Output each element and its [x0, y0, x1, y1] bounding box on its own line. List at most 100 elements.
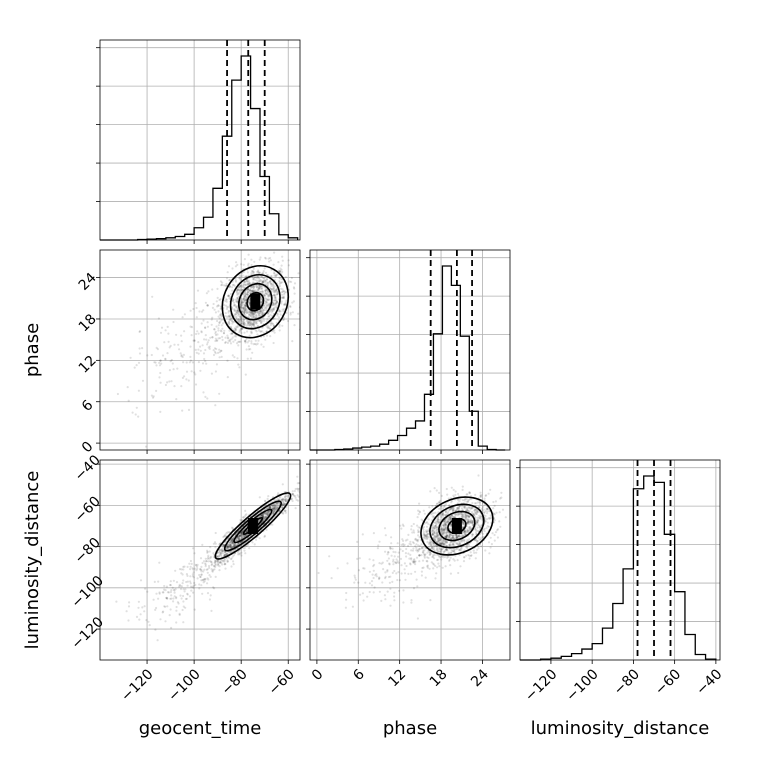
sample-point — [267, 326, 270, 329]
sample-point — [199, 369, 202, 372]
sample-point — [180, 354, 183, 357]
sample-point — [409, 543, 413, 546]
sample-point — [444, 527, 447, 531]
sample-point — [252, 272, 255, 275]
sample-point — [435, 522, 438, 525]
sample-point — [276, 290, 279, 294]
sample-point — [218, 561, 222, 564]
sample-point — [463, 515, 466, 518]
sample-point — [257, 312, 260, 315]
sample-point — [167, 332, 170, 335]
sample-point — [242, 301, 245, 304]
sample-point — [267, 257, 270, 260]
histogram-step-luminosity_distance — [520, 475, 717, 661]
sample-point — [265, 289, 268, 292]
sample-point — [212, 349, 215, 352]
sample-point — [289, 305, 292, 309]
sample-point — [211, 316, 214, 319]
sample-point — [466, 529, 469, 532]
sample-point — [439, 499, 442, 502]
sample-point — [456, 506, 459, 509]
sample-point — [261, 287, 264, 290]
sample-point — [218, 337, 222, 340]
sample-point — [281, 498, 284, 501]
sample-point — [200, 322, 203, 325]
sample-point — [248, 290, 251, 293]
sample-point — [230, 546, 233, 549]
sample-point — [267, 298, 270, 301]
sample-point — [218, 317, 221, 320]
sample-point — [448, 535, 451, 538]
sample-point — [275, 505, 278, 508]
sample-point — [201, 561, 204, 565]
sample-point — [217, 315, 220, 318]
sample-point — [244, 341, 247, 344]
sample-point — [223, 553, 227, 557]
sample-points — [116, 251, 300, 448]
sample-point — [491, 532, 494, 535]
sample-point — [275, 301, 278, 304]
sample-point — [478, 506, 481, 509]
sample-point — [424, 553, 427, 556]
sample-point — [467, 544, 471, 547]
sample-point — [203, 568, 206, 571]
sample-point — [240, 519, 243, 522]
sample-point — [256, 270, 259, 273]
sample-point — [438, 542, 442, 545]
sample-point — [209, 555, 212, 558]
sample-point — [259, 287, 262, 290]
sample-point — [250, 311, 253, 314]
sample-point — [241, 307, 245, 310]
sample-point — [443, 520, 446, 523]
sample-point — [444, 523, 447, 527]
sample-point — [289, 305, 292, 308]
sample-point — [227, 265, 231, 268]
sample-point — [260, 309, 263, 313]
sample-point — [127, 605, 131, 608]
sample-point — [228, 551, 231, 554]
sample-point — [240, 315, 243, 318]
sample-point — [259, 310, 262, 313]
sample-point — [252, 316, 255, 319]
sample-point — [402, 524, 405, 528]
sample-point — [433, 544, 436, 547]
sample-point — [440, 548, 443, 551]
sample-point — [258, 537, 261, 540]
x-tick-label: −80 — [219, 666, 251, 698]
sample-point — [288, 280, 291, 283]
sample-point — [245, 309, 248, 312]
sample-point — [260, 311, 263, 314]
sample-point — [164, 357, 167, 360]
sample-point — [251, 313, 254, 316]
sample-point — [249, 314, 252, 318]
sample-point — [227, 336, 230, 339]
sample-point — [436, 540, 440, 543]
sample-point — [248, 321, 251, 324]
sample-point — [248, 323, 251, 327]
sample-point — [444, 524, 447, 527]
sample-point — [259, 296, 263, 299]
sample-point — [471, 501, 474, 505]
sample-point — [446, 520, 449, 523]
sample-point — [453, 559, 456, 562]
sample-point — [414, 560, 417, 563]
sample-point — [267, 295, 270, 298]
sample-point — [236, 289, 239, 292]
sample-point — [229, 544, 232, 547]
sample-point — [314, 481, 316, 483]
sample-point — [435, 534, 438, 538]
sample-point — [141, 606, 144, 609]
sample-point — [137, 361, 141, 364]
sample-point — [470, 510, 474, 514]
sample-point — [276, 300, 279, 303]
sample-point — [281, 259, 284, 262]
sample-point — [469, 527, 472, 530]
sample-point — [246, 357, 249, 360]
sample-point — [260, 310, 263, 313]
sample-point — [233, 335, 236, 338]
sample-point — [244, 309, 247, 312]
sample-point — [466, 521, 469, 524]
sample-point — [223, 563, 226, 566]
sample-point — [446, 520, 450, 523]
